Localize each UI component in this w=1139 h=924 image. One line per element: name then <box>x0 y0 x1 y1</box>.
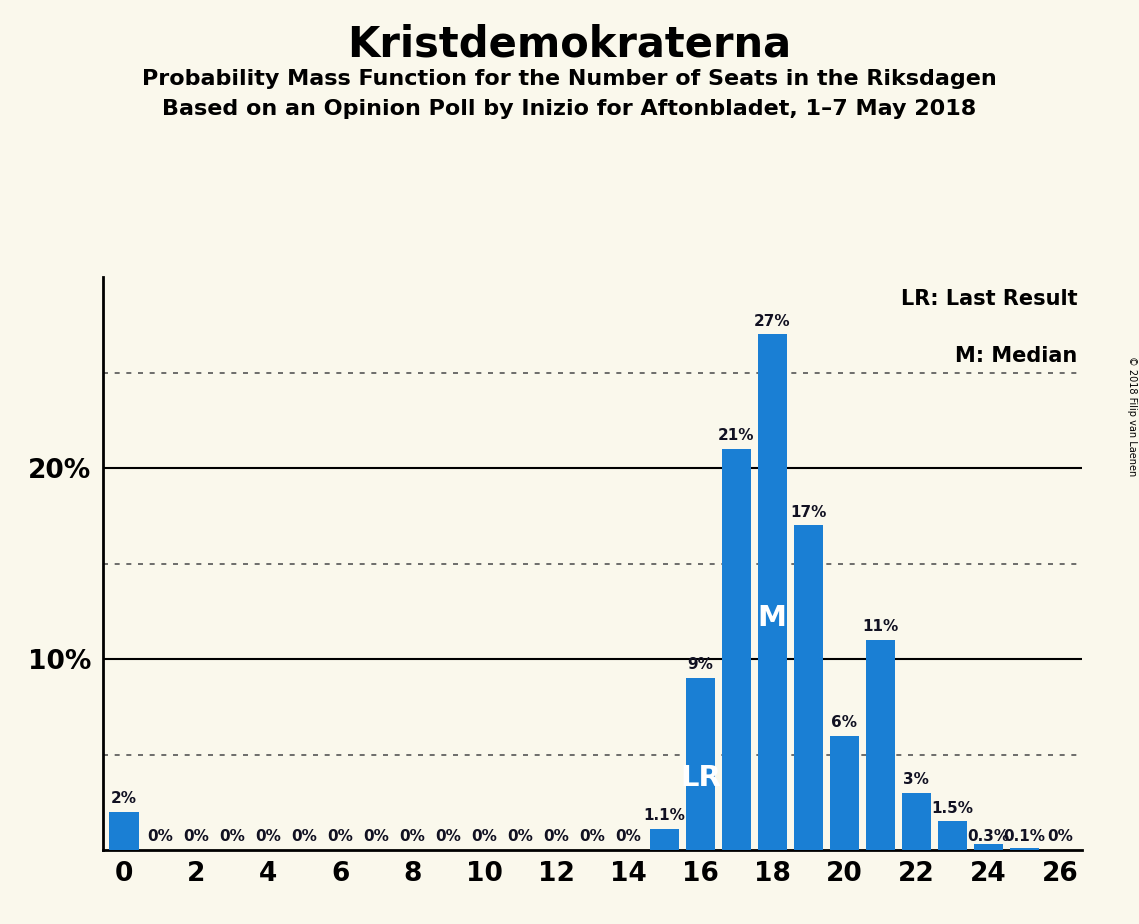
Text: 3%: 3% <box>903 772 929 787</box>
Text: LR: LR <box>680 764 721 792</box>
Text: 0%: 0% <box>580 830 605 845</box>
Bar <box>902 793 932 850</box>
Text: Kristdemokraterna: Kristdemokraterna <box>347 23 792 65</box>
Text: 0%: 0% <box>435 830 461 845</box>
Bar <box>1009 848 1039 850</box>
Text: M: M <box>757 604 787 632</box>
Bar <box>794 526 823 850</box>
Bar <box>974 845 1003 850</box>
Text: 2%: 2% <box>112 791 137 806</box>
Text: Based on an Opinion Poll by Inizio for Aftonbladet, 1–7 May 2018: Based on an Opinion Poll by Inizio for A… <box>163 99 976 119</box>
Text: 0%: 0% <box>219 830 245 845</box>
Bar <box>829 736 859 850</box>
Text: Probability Mass Function for the Number of Seats in the Riksdagen: Probability Mass Function for the Number… <box>142 69 997 90</box>
Bar <box>937 821 967 850</box>
Text: 0%: 0% <box>472 830 498 845</box>
Text: 0%: 0% <box>292 830 317 845</box>
Text: 9%: 9% <box>687 658 713 673</box>
Text: 1.5%: 1.5% <box>932 801 974 816</box>
Text: 0%: 0% <box>255 830 281 845</box>
Text: 1.1%: 1.1% <box>644 808 686 823</box>
Bar <box>649 829 679 850</box>
Text: 0%: 0% <box>507 830 533 845</box>
Bar <box>722 449 751 850</box>
Text: M: Median: M: Median <box>954 346 1077 366</box>
Bar <box>686 678 715 850</box>
Text: LR: Last Result: LR: Last Result <box>901 288 1077 309</box>
Bar <box>109 812 139 850</box>
Bar <box>757 334 787 850</box>
Text: 0%: 0% <box>543 830 570 845</box>
Bar <box>866 640 895 850</box>
Text: 6%: 6% <box>831 715 858 730</box>
Text: 0.3%: 0.3% <box>967 830 1009 845</box>
Text: 27%: 27% <box>754 314 790 329</box>
Text: 0%: 0% <box>615 830 641 845</box>
Text: 0%: 0% <box>147 830 173 845</box>
Text: © 2018 Filip van Laenen: © 2018 Filip van Laenen <box>1126 356 1137 476</box>
Text: 21%: 21% <box>718 429 754 444</box>
Text: 11%: 11% <box>862 619 899 634</box>
Text: 0%: 0% <box>363 830 390 845</box>
Text: 0%: 0% <box>327 830 353 845</box>
Text: 0%: 0% <box>183 830 210 845</box>
Text: 0.1%: 0.1% <box>1003 830 1046 845</box>
Text: 0%: 0% <box>400 830 425 845</box>
Text: 0%: 0% <box>1048 830 1073 845</box>
Text: 17%: 17% <box>790 505 827 519</box>
